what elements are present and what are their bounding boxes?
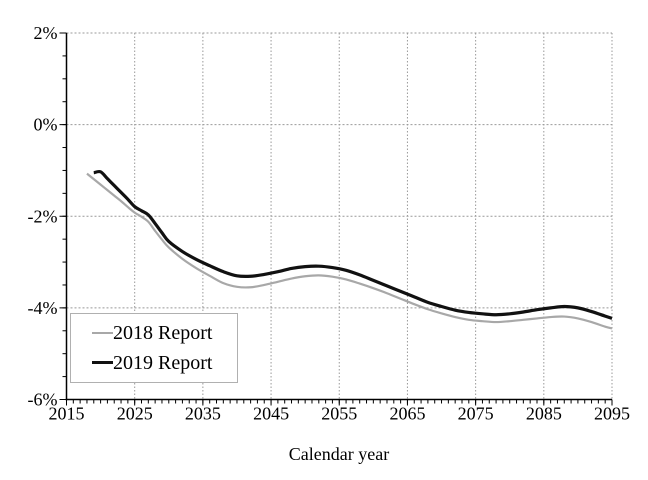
y-axis-ticks	[59, 32, 67, 400]
legend-label-2018-report: 2018 Report	[113, 322, 213, 345]
x-tick-label: 2085	[526, 404, 562, 424]
x-axis-title: Calendar year	[288, 444, 390, 464]
legend-label-2019-report: 2019 Report	[113, 351, 213, 374]
x-tick-label: 2025	[117, 404, 153, 424]
legend-swatch-2019-report	[92, 361, 113, 365]
x-tick-label: 2095	[594, 404, 630, 424]
series-line-2019-report	[93, 169, 613, 320]
y-tick-label: -2%	[28, 206, 58, 226]
y-tick-label: 2%	[34, 23, 58, 43]
x-tick-label: 2045	[253, 404, 289, 424]
x-tick-label: 2065	[389, 404, 425, 424]
legend-item-2019-report: 2019 Report	[92, 353, 237, 373]
y-tick-label: 0%	[34, 115, 58, 135]
legend-item-2018-report: 2018 Report	[92, 323, 237, 343]
series-line-2018-report	[86, 172, 613, 330]
y-tick-label: -4%	[28, 298, 58, 318]
y-tick-labels: 2% 0% -2% -4% -6%	[28, 23, 58, 410]
legend: 2018 Report 2019 Report	[70, 313, 238, 383]
y-tick-label: -6%	[28, 390, 58, 410]
x-tick-label: 2075	[458, 404, 494, 424]
x-tick-label: 2015	[49, 404, 85, 424]
x-tick-label: 2055	[321, 404, 357, 424]
x-tick-label: 2035	[185, 404, 221, 424]
x-tick-labels: 2015 2025 2035 2045 2055 2065 2075 2085 2095	[49, 404, 631, 424]
legend-swatch-2018-report	[92, 332, 113, 335]
